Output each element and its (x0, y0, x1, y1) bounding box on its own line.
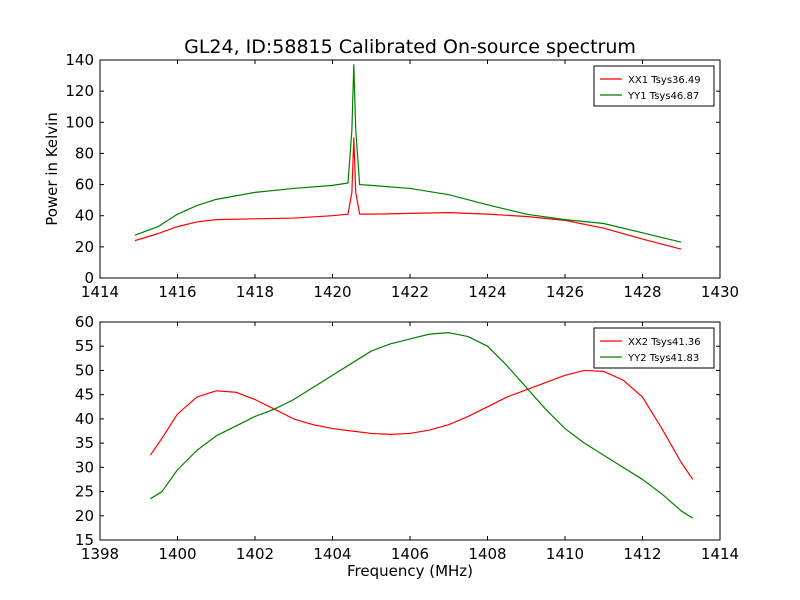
y-tick-label: 120 (65, 82, 94, 100)
x-tick-label: 1406 (391, 545, 429, 563)
y-tick-label: 60 (75, 176, 94, 194)
y-tick-label: 40 (75, 207, 94, 225)
y-tick-label: 100 (65, 113, 94, 131)
top-panel: 1414 1416 1418 1420 1422 1424 1426 1428 1430 0 20 4… (43, 51, 739, 301)
series-line-2 (150, 332, 694, 519)
x-tick-label: 1426 (546, 283, 584, 301)
x-tick-label: 1410 (546, 545, 584, 563)
y-axis-label: Power in Kelvin (43, 112, 61, 226)
y-tick-label: 55 (75, 337, 94, 355)
y-tick-label: 20 (75, 238, 94, 256)
legend-label-1: XX2 Tsys41.36 (628, 337, 701, 348)
y-tick-label: 45 (75, 386, 94, 404)
bottom-panel: 1398 1400 1402 1404 1406 1408 1410 1412 1414 15 20… (75, 313, 739, 580)
series-line-1 (134, 137, 682, 250)
x-tick-label: 1416 (158, 283, 196, 301)
y-tick-label: 20 (75, 507, 94, 525)
y-tick-label: 0 (84, 269, 94, 287)
x-tick-label: 1404 (313, 545, 351, 563)
x-tick-label: 1422 (391, 283, 429, 301)
x-tick-label: 1414 (81, 283, 119, 301)
x-tick-label: 1414 (701, 545, 739, 563)
x-tick-label: 1402 (236, 545, 274, 563)
y-tick-label: 80 (75, 144, 94, 162)
legend-label-1: XX1 Tsys36.49 (628, 75, 701, 86)
x-tick-label: 1400 (158, 545, 196, 563)
chart-title: GL24, ID:58815 Calibrated On-source spec… (184, 36, 636, 58)
series-line-1 (149, 369, 694, 480)
x-tick-label: 1418 (236, 283, 274, 301)
x-tick-label: 1428 (623, 283, 661, 301)
y-tick-label: 50 (75, 361, 94, 379)
y-tick-label: 35 (75, 434, 94, 452)
y-tick-label: 30 (75, 458, 94, 476)
x-tick-label: 1430 (701, 283, 739, 301)
y-tick-label: 140 (65, 51, 94, 69)
legend-label-2: YY2 Tsys41.83 (627, 353, 699, 364)
x-tick-label: 1424 (468, 283, 506, 301)
x-tick-label: 1408 (468, 545, 506, 563)
x-tick-label: 1398 (81, 545, 119, 563)
x-tick-label: 1420 (313, 283, 351, 301)
y-tick-label: 25 (75, 483, 94, 501)
series-line-2 (134, 64, 682, 243)
legend-label-2: YY1 Tsys46.87 (627, 91, 699, 102)
x-axis-label: Frequency (MHz) (347, 562, 473, 580)
y-tick-label: 15 (75, 531, 94, 549)
y-tick-label: 40 (75, 410, 94, 428)
legend-box (593, 65, 715, 107)
x-tick-label: 1412 (623, 545, 661, 563)
legend-box (593, 327, 715, 369)
y-tick-label: 60 (75, 313, 94, 331)
